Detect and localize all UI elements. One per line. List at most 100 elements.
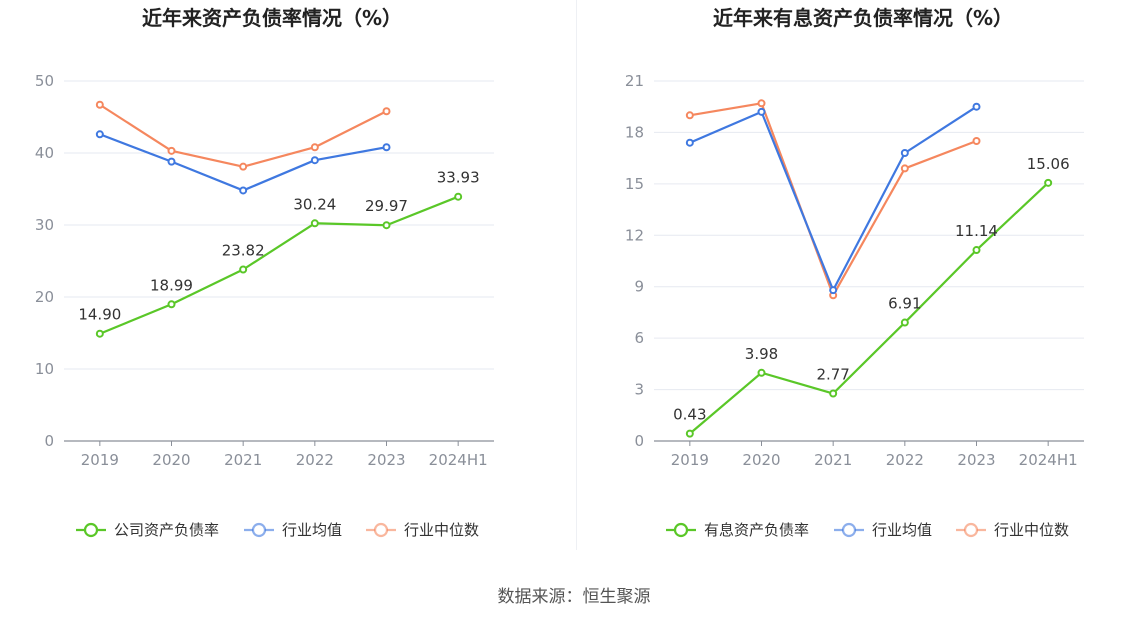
data-point-industry-median[interactable]	[382, 107, 391, 116]
data-point-company[interactable]	[1044, 178, 1053, 187]
y-tick-label: 9	[634, 278, 644, 296]
chart-title: 近年来有息资产负债率情况（%）	[713, 6, 1013, 30]
data-label: 0.43	[673, 406, 706, 424]
x-tick-label: 2022	[296, 451, 334, 469]
y-tick-label: 21	[625, 72, 644, 90]
data-point-company[interactable]	[757, 368, 766, 377]
data-point-industry-median[interactable]	[685, 111, 694, 120]
x-tick-label: 2023	[367, 451, 405, 469]
data-point-industry-avg[interactable]	[685, 138, 694, 147]
data-label: 14.90	[78, 306, 121, 324]
legend-swatch-marker	[373, 522, 389, 538]
x-tick-label: 2021	[814, 451, 852, 469]
data-point-company[interactable]	[829, 389, 838, 398]
y-tick-label: 10	[35, 360, 54, 378]
data-point-company[interactable]	[310, 219, 319, 228]
data-point-industry-median[interactable]	[900, 164, 909, 173]
chart-panel-debt-ratio: 近年来资产负债率情况（%） 0 10 20 30 40 50 2019 2020 2021 2022…	[0, 0, 576, 560]
legend-label: 行业均值	[872, 521, 932, 539]
legend-label: 行业中位数	[404, 521, 479, 539]
y-tick-label: 3	[634, 381, 644, 399]
data-point-company[interactable]	[95, 329, 104, 338]
chart-svg: 近年来资产负债率情况（%） 0 10 20 30 40 50 2019 2020 2021 2022…	[35, 6, 494, 539]
x-tick-label: 2020	[742, 451, 780, 469]
data-point-industry-median[interactable]	[239, 162, 248, 171]
data-point-industry-median[interactable]	[972, 137, 981, 145]
y-tick-label: 15	[625, 175, 644, 193]
legend-item-company[interactable]: 有息资产负债率	[666, 521, 809, 539]
data-point-company[interactable]	[167, 300, 176, 309]
legend-item-industry-avg[interactable]: 行业均值	[244, 521, 342, 539]
x-tick-label: 2022	[886, 451, 924, 469]
series-line-industry-avg	[99, 133, 387, 192]
x-tick-label: 2020	[152, 451, 190, 469]
data-point-company[interactable]	[382, 221, 391, 230]
y-tick-label: 18	[625, 123, 644, 141]
data-label: 18.99	[150, 276, 193, 294]
y-tick-label: 0	[634, 432, 644, 450]
series-line-company	[689, 182, 1049, 435]
y-tick-label: 30	[35, 216, 54, 234]
data-point-industry-median[interactable]	[310, 143, 319, 152]
data-source-note: 数据来源：恒生聚源	[497, 587, 651, 607]
data-label: 15.06	[1027, 155, 1070, 173]
data-point-company[interactable]	[239, 265, 248, 274]
data-point-industry-avg[interactable]	[829, 286, 838, 295]
data-point-industry-avg[interactable]	[239, 186, 248, 195]
y-tick-label: 50	[35, 72, 54, 90]
data-label: 23.82	[222, 241, 265, 259]
legend-label: 公司资产负债率	[114, 521, 219, 539]
chart-panel-interest-bearing-debt-ratio: 近年来有息资产负债率情况（%） 0 3 6 9 12 15 18 21 2019 2020 2021 2…	[576, 0, 1148, 560]
x-tick-label: 2024H1	[429, 451, 488, 469]
data-point-industry-avg[interactable]	[757, 107, 766, 116]
legend-label: 有息资产负债率	[704, 521, 809, 539]
series-line-industry-median	[99, 103, 387, 168]
y-tick-label: 20	[35, 288, 54, 306]
data-point-industry-median[interactable]	[95, 100, 104, 109]
x-tick-label: 2024H1	[1019, 451, 1078, 469]
data-point-industry-avg[interactable]	[167, 157, 176, 166]
legend-swatch-marker	[963, 522, 979, 538]
panel-divider	[576, 0, 577, 550]
data-label: 3.98	[745, 345, 778, 363]
data-point-industry-avg[interactable]	[310, 156, 319, 165]
legend-item-industry-median[interactable]: 行业中位数	[956, 521, 1069, 539]
x-tick-label: 2023	[957, 451, 995, 469]
chart-title: 近年来资产负债率情况（%）	[142, 6, 402, 30]
legend-swatch-marker	[251, 522, 267, 538]
legend-label: 行业中位数	[994, 521, 1069, 539]
x-tick-label: 2019	[81, 451, 119, 469]
data-point-industry-avg[interactable]	[972, 102, 981, 111]
data-point-industry-avg[interactable]	[95, 130, 104, 139]
series-line-company	[99, 195, 459, 335]
legend-item-industry-median[interactable]: 行业中位数	[366, 521, 479, 539]
data-point-company[interactable]	[972, 246, 981, 255]
legend-item-industry-avg[interactable]: 行业均值	[834, 521, 932, 539]
legend-swatch-marker	[841, 522, 857, 538]
data-label: 30.24	[293, 195, 336, 213]
data-point-company[interactable]	[685, 429, 694, 438]
data-point-industry-avg[interactable]	[382, 143, 391, 152]
data-point-company[interactable]	[900, 318, 909, 327]
legend-swatch-marker	[673, 522, 689, 538]
data-label: 33.93	[437, 169, 480, 187]
x-tick-label: 2021	[224, 451, 262, 469]
x-tick-label: 2019	[671, 451, 709, 469]
data-point-company[interactable]	[454, 192, 463, 201]
series-line-industry-avg	[689, 105, 978, 292]
data-label: 11.14	[955, 222, 998, 240]
data-point-industry-median[interactable]	[757, 99, 766, 108]
legend-label: 行业均值	[282, 521, 342, 539]
y-tick-label: 0	[44, 432, 54, 450]
data-label: 29.97	[365, 197, 408, 215]
data-label: 6.91	[888, 295, 921, 313]
data-point-industry-median[interactable]	[167, 146, 176, 155]
y-tick-label: 6	[634, 329, 644, 347]
y-tick-label: 40	[35, 144, 54, 162]
legend-item-company[interactable]: 公司资产负债率	[76, 521, 219, 539]
data-label: 2.77	[816, 366, 849, 384]
chart-svg: 近年来有息资产负债率情况（%） 0 3 6 9 12 15 18 21 2019 2020 2021 2…	[625, 6, 1084, 539]
legend-swatch-marker	[83, 522, 99, 538]
data-point-industry-avg[interactable]	[900, 149, 909, 157]
y-tick-label: 12	[625, 226, 644, 244]
